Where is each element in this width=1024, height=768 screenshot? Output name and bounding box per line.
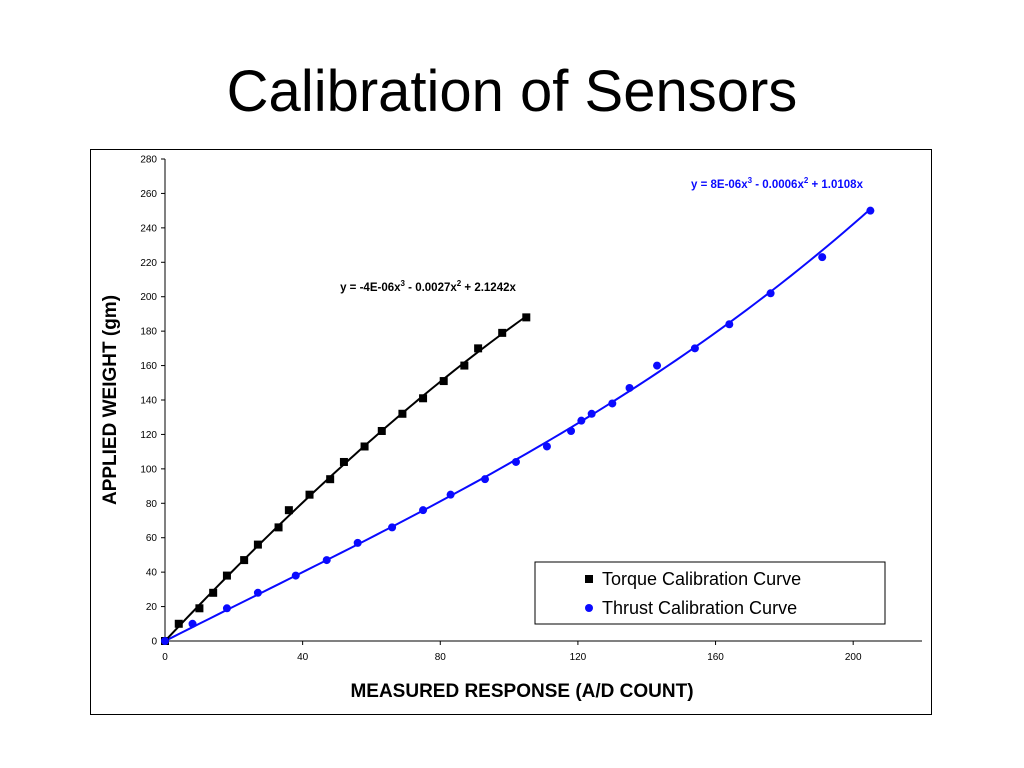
thrust-point <box>419 506 428 515</box>
thrust-point <box>625 383 634 392</box>
torque-point <box>209 588 218 597</box>
torque-point <box>240 556 249 565</box>
thrust-point <box>653 361 662 370</box>
x-tick-label: 40 <box>297 652 309 663</box>
torque-point <box>326 475 335 484</box>
x-axis-title: MEASURED RESPONSE (A/D COUNT) <box>350 681 693 702</box>
torque-point <box>377 426 386 435</box>
thrust-point <box>725 320 734 329</box>
torque-point <box>195 604 204 613</box>
thrust-point <box>690 344 699 353</box>
torque-point <box>439 377 448 386</box>
torque-point <box>460 361 469 370</box>
thrust-point <box>222 604 231 613</box>
y-tick-label: 280 <box>140 155 157 166</box>
thrust-point <box>253 588 262 597</box>
thrust-point <box>481 475 490 484</box>
chart-points <box>161 206 875 645</box>
thrust-point <box>766 289 775 298</box>
thrust-point <box>446 490 455 499</box>
legend-label-torque: Torque Calibration Curve <box>602 569 801 589</box>
y-tick-label: 260 <box>140 189 157 200</box>
torque-point <box>360 442 369 451</box>
y-tick-label: 0 <box>151 637 157 648</box>
y-tick-label: 100 <box>140 464 157 475</box>
legend-box <box>534 561 886 625</box>
torque-point <box>284 506 293 515</box>
thrust-point <box>291 571 300 580</box>
chart-legend: Torque Calibration Curve Thrust Calibrati… <box>534 561 886 625</box>
trendline-equation-thrust: y = 8E-06x3 - 0.0006x2 + 1.0108x <box>691 176 864 191</box>
x-tick-label: 160 <box>707 652 724 663</box>
thrust-point <box>161 637 169 645</box>
y-tick-label: 240 <box>140 223 157 234</box>
y-tick-label: 120 <box>140 430 157 441</box>
slide-title: Calibration of Sensors <box>226 59 798 124</box>
legend-marker-torque <box>585 575 593 583</box>
x-tick-label: 0 <box>162 652 168 663</box>
torque-point <box>474 344 483 353</box>
torque-point <box>339 457 348 466</box>
thrust-point <box>818 253 827 262</box>
thrust-point <box>608 399 617 408</box>
legend-label-thrust: Thrust Calibration Curve <box>602 598 797 618</box>
y-tick-label: 60 <box>146 533 158 544</box>
thrust-point <box>577 416 586 425</box>
y-tick-label: 140 <box>140 396 157 407</box>
thrust-point <box>567 426 576 435</box>
x-tick-label: 200 <box>845 652 862 663</box>
y-axis-title: APPLIED WEIGHT (gm) <box>100 295 121 505</box>
torque-point <box>174 619 183 628</box>
thrust-point <box>188 619 197 628</box>
thrust-point <box>542 442 551 451</box>
torque-point <box>305 490 314 499</box>
torque-point <box>419 394 428 403</box>
thrust-point <box>388 523 397 532</box>
torque-point <box>253 540 262 549</box>
y-tick-label: 20 <box>146 602 158 613</box>
y-tick-label: 160 <box>140 361 157 372</box>
y-tick-label: 40 <box>146 568 158 579</box>
legend-marker-thrust <box>585 604 593 612</box>
thrust-point <box>866 206 875 215</box>
thrust-point <box>322 556 331 565</box>
torque-point <box>522 313 531 322</box>
chart-ticks: 0 20 40 60 80 100 120 140 160 180 200 220 240 260 280 0… <box>140 155 862 664</box>
thrust-point <box>587 409 596 418</box>
y-tick-label: 200 <box>140 292 157 303</box>
x-tick-label: 120 <box>570 652 587 663</box>
torque-point <box>398 409 407 418</box>
thrust-point <box>353 538 362 547</box>
x-tick-label: 80 <box>435 652 447 663</box>
trendline-equation-torque: y = -4E-06x3 - 0.0027x2 + 2.1242x <box>340 279 516 294</box>
trendline-equations: y = -4E-06x3 - 0.0027x2 + 2.1242x y = 8E-… <box>340 176 863 294</box>
torque-point <box>498 328 507 337</box>
y-tick-label: 180 <box>140 327 157 338</box>
y-tick-label: 80 <box>146 499 158 510</box>
trendline-torque <box>164 315 527 642</box>
y-tick-label: 220 <box>140 258 157 269</box>
torque-point <box>222 571 231 580</box>
torque-point <box>274 523 283 532</box>
thrust-point <box>511 457 520 466</box>
